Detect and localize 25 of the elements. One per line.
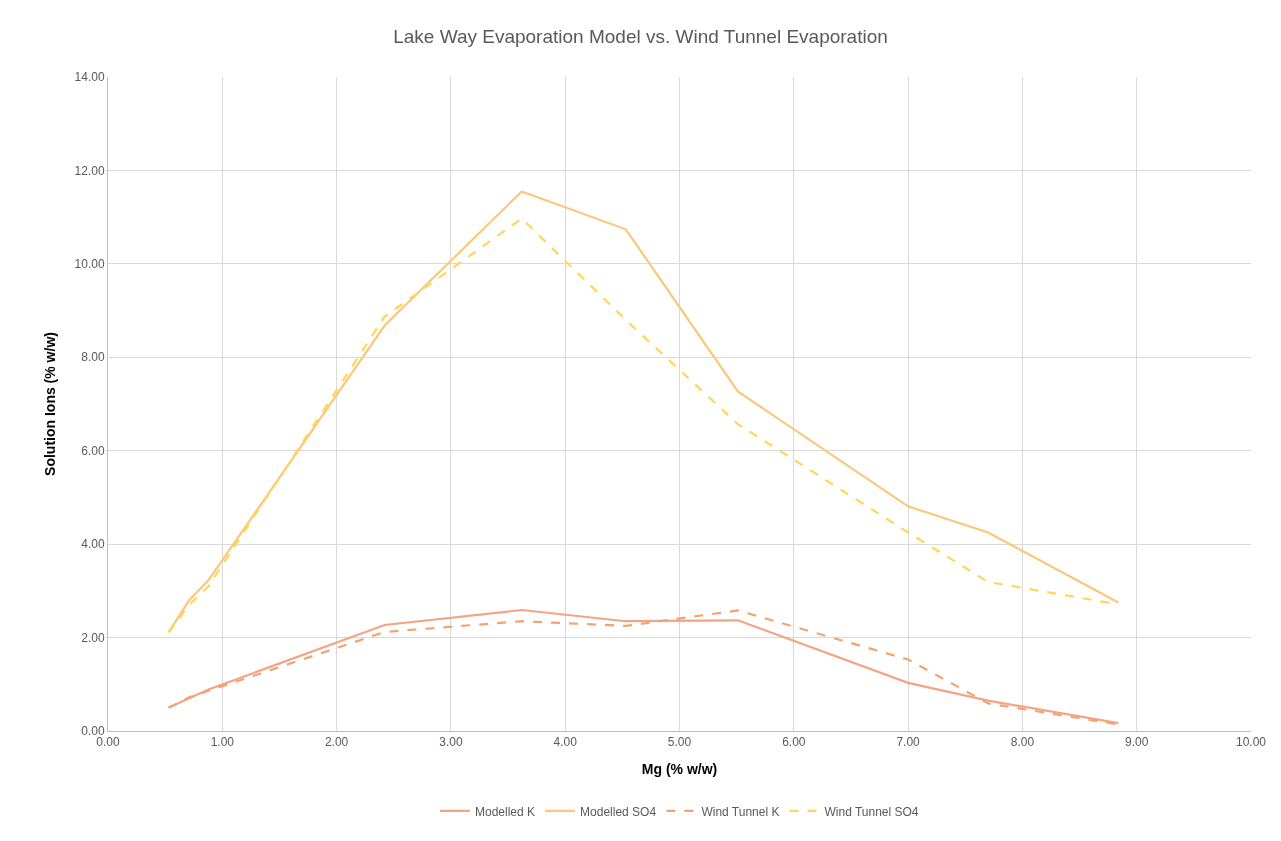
y-tick-label: 2.00 [81,630,105,645]
legend-label: Wind Tunnel SO4 [824,804,919,819]
chart-title: Lake Way Evaporation Model vs. Wind Tunnel Evaporation [393,25,888,47]
legend-label: Modelled SO4 [580,804,657,819]
y-axis-title: Solution Ions (% w/w) [42,332,59,476]
x-tick-label: 0.00 [96,735,120,750]
x-tick-label: 4.00 [553,735,578,750]
y-tick-label: 10.00 [74,257,105,272]
y-tick-label: 4.00 [81,537,105,552]
y-tick-label: 6.00 [81,443,105,458]
x-tick-label: 6.00 [782,735,806,750]
y-tick-label: 8.00 [81,350,105,365]
x-tick-label: 10.00 [1235,735,1267,750]
y-tick-label: 12.00 [74,163,105,178]
x-tick-label: 2.00 [324,735,349,750]
y-tick-label: 14.00 [74,70,105,85]
x-tick-label: 1.00 [210,735,235,750]
x-tick-label: 7.00 [896,735,921,750]
x-tick-label: 8.00 [1010,735,1035,750]
x-tick-label: 9.00 [1125,735,1149,750]
legend-label: Wind Tunnel K [701,804,780,819]
x-tick-label: 3.00 [439,735,463,750]
legend-label: Modelled K [475,804,536,819]
x-tick-label: 5.00 [667,735,692,750]
x-axis-title: Mg (% w/w) [641,760,718,777]
